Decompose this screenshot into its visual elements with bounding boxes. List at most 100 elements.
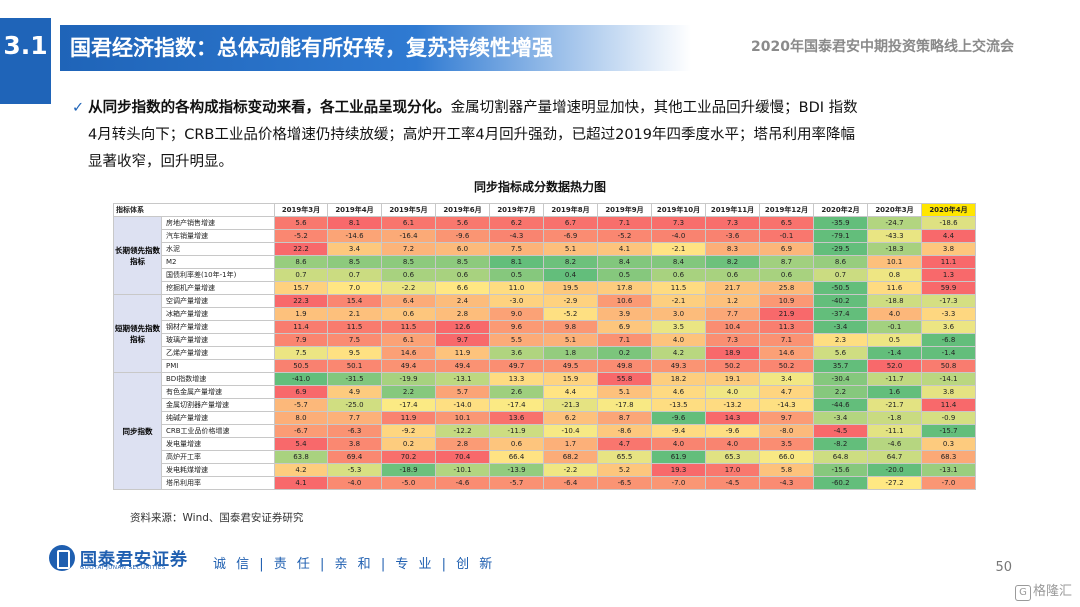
heat-cell: 65.3 — [705, 450, 760, 464]
heat-cell: 14.6 — [381, 346, 436, 360]
column-header: 2020年4月 — [921, 203, 976, 217]
heat-cell: 49.8 — [597, 359, 652, 373]
heat-cell: 0.7 — [274, 268, 328, 282]
heat-cell: -7.0 — [921, 476, 976, 490]
heat-cell: -6.5 — [597, 476, 652, 490]
heat-cell: 1.3 — [921, 268, 976, 282]
heat-cell: 3.4 — [327, 242, 382, 256]
heat-cell: -4.3 — [759, 476, 814, 490]
column-header: 2019年8月 — [543, 203, 598, 217]
group-label: 短期领先指数指标 — [113, 294, 162, 373]
heat-cell: 25.8 — [759, 281, 814, 295]
heat-cell: 49.5 — [543, 359, 598, 373]
heat-cell: -3.6 — [705, 229, 760, 243]
heat-cell: 7.7 — [705, 307, 760, 321]
group-label: 长期领先指数指标 — [113, 216, 162, 295]
heat-cell: 7.5 — [274, 346, 328, 360]
column-header: 2019年6月 — [435, 203, 490, 217]
heat-cell: 64.8 — [813, 450, 868, 464]
heat-cell: 4.7 — [759, 385, 814, 399]
heat-cell: 50.2 — [705, 359, 760, 373]
heat-cell: 70.4 — [435, 450, 490, 464]
heat-cell: -14.6 — [327, 229, 382, 243]
heat-cell: -6.4 — [543, 476, 598, 490]
heat-cell: 8.4 — [597, 255, 652, 269]
column-header: 2020年3月 — [867, 203, 922, 217]
heat-cell: 50.1 — [327, 359, 382, 373]
heat-cell: 11.9 — [435, 346, 490, 360]
heat-cell: 0.6 — [381, 307, 436, 321]
heat-cell: -9.6 — [651, 411, 706, 425]
heat-cell: 0.6 — [489, 437, 544, 451]
heat-cell: 5.1 — [597, 385, 652, 399]
heat-cell: 0.5 — [597, 268, 652, 282]
heat-cell: 11.0 — [489, 281, 544, 295]
heat-cell: -5.2 — [543, 307, 598, 321]
heat-cell: 2.2 — [813, 385, 868, 399]
summary-bold: 从同步指数的各构成指标变动来看，各工业品呈现分化。 — [88, 100, 451, 116]
heat-cell: -6.9 — [543, 229, 598, 243]
heat-cell: -13.1 — [921, 463, 976, 477]
heat-cell: 8.6 — [274, 255, 328, 269]
column-header: 2019年5月 — [381, 203, 436, 217]
heat-cell: -2.1 — [651, 294, 706, 308]
heat-cell: -17.8 — [597, 398, 652, 412]
heat-cell: 21.7 — [705, 281, 760, 295]
column-header: 2019年7月 — [489, 203, 544, 217]
heat-cell: 5.5 — [489, 333, 544, 347]
heat-cell: 5.6 — [274, 216, 328, 230]
heat-cell: 18.9 — [705, 346, 760, 360]
indicator-name: CRB工业品价格增速 — [161, 424, 275, 438]
watermark-text: 格隆汇 — [1032, 584, 1072, 599]
heat-cell: 5.8 — [759, 463, 814, 477]
heat-cell: -35.9 — [813, 216, 868, 230]
heat-cell: 9.5 — [327, 346, 382, 360]
heat-cell: 5.1 — [543, 242, 598, 256]
heat-cell: 7.7 — [327, 411, 382, 425]
heat-cell: -5.7 — [274, 398, 328, 412]
section-number: 3.1 — [3, 31, 48, 60]
heat-cell: 14.6 — [759, 346, 814, 360]
indicator-name: 金属切割器产量增速 — [161, 398, 275, 412]
table-row: 水泥 22.2 3.4 7.2 6.0 7.5 5.1 4.1 -2.1 8.3 6.9 -29.5-… — [114, 242, 976, 256]
heat-cell: 19.3 — [651, 463, 706, 477]
heatmap-body: 长期领先指数指标 房地产销售增速 5.6 8.1 6.1 5.6 6.2 6.7 7.1 7.3 7… — [113, 216, 976, 490]
heat-cell: 8.5 — [327, 255, 382, 269]
heat-cell: 22.2 — [274, 242, 328, 256]
heat-cell: 4.2 — [274, 463, 328, 477]
heat-cell: -18.3 — [867, 242, 922, 256]
heat-cell: 3.9 — [597, 307, 652, 321]
heat-cell: 8.6 — [813, 255, 868, 269]
heat-cell: 4.0 — [651, 437, 706, 451]
heat-cell: -4.6 — [867, 437, 922, 451]
group-label: 同步指数 — [113, 372, 162, 490]
heat-cell: -40.2 — [813, 294, 868, 308]
table-row: 挖掘机产量增速 15.7 7.0 -2.2 6.6 11.0 19.5 17.8 11.5 21.… — [114, 281, 976, 295]
heat-cell: 70.2 — [381, 450, 436, 464]
heat-cell: 8.1 — [489, 255, 544, 269]
heat-cell: -3.4 — [813, 320, 868, 334]
heat-cell: 2.3 — [813, 333, 868, 347]
heat-cell: 5.7 — [435, 385, 490, 399]
summary-paragraph: ✓ 从同步指数的各构成指标变动来看，各工业品呈现分化。金属切割器产量增速明显加快，… — [72, 95, 932, 176]
conference-name: 2020年国泰君安中期投资策略线上交流会 — [751, 39, 1014, 55]
heat-cell: -44.6 — [813, 398, 868, 412]
heat-cell: 50.8 — [921, 359, 976, 373]
heat-cell: -12.2 — [435, 424, 490, 438]
heat-cell: 19.5 — [543, 281, 598, 295]
heat-cell: 11.4 — [921, 398, 976, 412]
heat-cell: 0.7 — [813, 268, 868, 282]
heat-cell: 49.4 — [435, 359, 490, 373]
heat-cell: -14.1 — [921, 372, 976, 386]
heat-cell: 8.2 — [543, 255, 598, 269]
heat-cell: 3.4 — [759, 372, 814, 386]
heat-cell: -5.7 — [489, 476, 544, 490]
table-row: 国债利率差(10年-1年) 0.7 0.7 0.6 0.6 0.5 0.4 0.5 0.6 0.6… — [114, 268, 976, 282]
indicator-name: 空调产量增速 — [161, 294, 275, 308]
table-row: PMI 50.5 50.1 49.4 49.4 49.7 49.5 49.8 49.3 50.2 5… — [114, 359, 976, 373]
heat-cell: 4.7 — [597, 437, 652, 451]
table-row: 塔吊利用率 4.1 -4.0 -5.0 -4.6 -5.7 -6.4 -6.5 -7.0 -4.5… — [114, 476, 976, 490]
heat-cell: 4.1 — [597, 242, 652, 256]
indicator-name: 玻璃产量增速 — [161, 333, 275, 347]
heat-cell: 8.5 — [435, 255, 490, 269]
